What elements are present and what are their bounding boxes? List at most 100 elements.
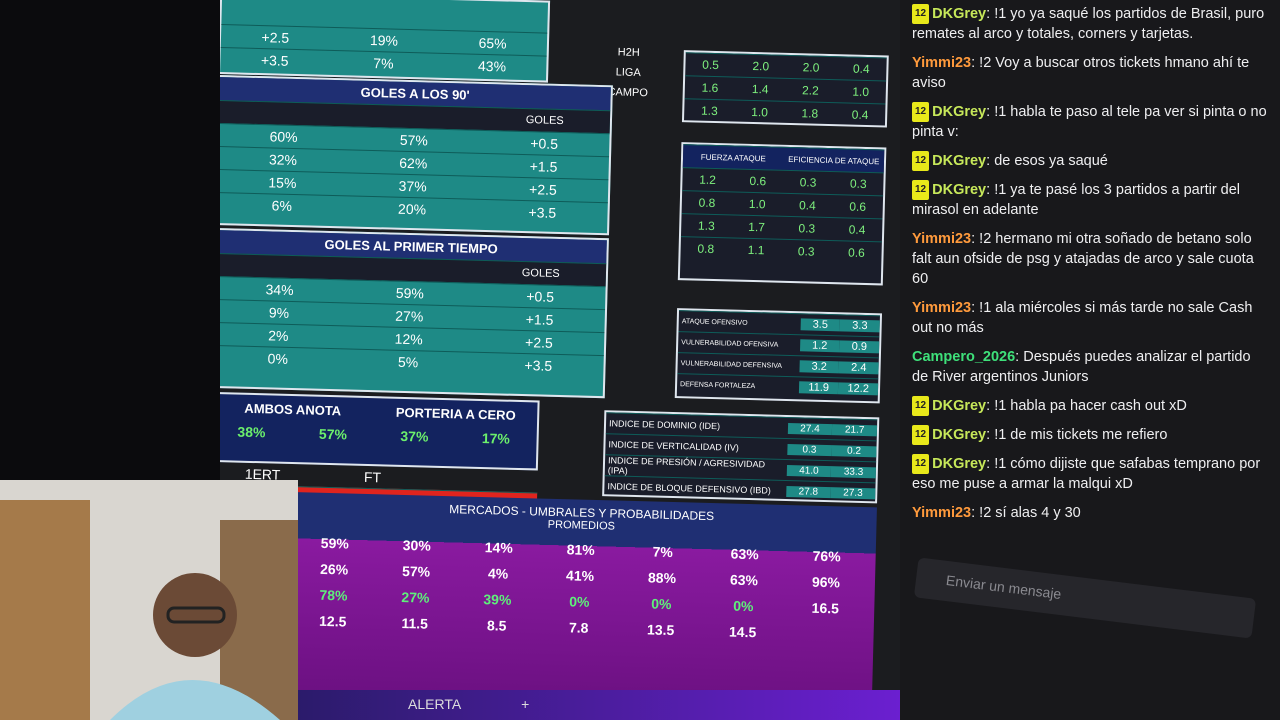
sheet-tab: ALERTA <box>408 696 462 712</box>
cell: 5% <box>397 353 419 371</box>
cell <box>220 112 349 115</box>
cell: 2.0 <box>752 58 770 74</box>
chat-message: 12 DKGrey: !1 de mis tickets me refiero <box>912 425 1268 445</box>
cell: EFICIENCIA DE ATAQUE <box>788 154 880 166</box>
market-value: 96% <box>811 573 841 591</box>
index-label: INDICE DE BLOQUE DEFENSIVO (IBD) <box>607 481 772 496</box>
cell: 1.7 <box>748 219 766 235</box>
metrics-panel: ATAQUE OFENSIVO 3.5 3.3 VULNERABILIDAD OFEN… <box>674 308 883 404</box>
colon: : <box>986 182 995 198</box>
colon: : <box>986 153 995 169</box>
market-value: 88% <box>647 569 677 587</box>
colon: : <box>971 505 980 521</box>
cell: 59% <box>395 284 425 302</box>
chat-message: Yimmi23: !1 ala miércoles si más tarde n… <box>912 298 1268 338</box>
cell: +2.5 <box>528 181 557 198</box>
cell: +1.5 <box>525 311 554 328</box>
market-value: 8.5 <box>486 617 507 634</box>
cell: 37% <box>398 177 427 195</box>
cell: 41.0 <box>786 464 832 477</box>
badge: 12 <box>912 151 930 171</box>
market-value: 57% <box>401 562 431 580</box>
score-title: AMBOS ANOTA <box>244 400 342 419</box>
market-value: 78% <box>319 586 348 604</box>
cell: +1.5 <box>529 158 558 175</box>
indices-panel: INDICE DE DOMINIO (IDE) 27.4 21.7 INDICE DE… <box>602 410 880 504</box>
cell: 60% <box>269 128 298 146</box>
market-value: 39% <box>483 591 512 608</box>
index-label: INDICE DE VERTICALIDAD (IV) <box>608 439 739 453</box>
row: 1.3 1.0 1.8 0.4 <box>683 98 886 127</box>
chat-message: 12 DKGrey: !1 habla te paso al tele pa ve… <box>912 102 1268 142</box>
header-label: GOLES <box>525 114 564 128</box>
cell: 34% <box>265 281 294 299</box>
market-value: 0% <box>732 597 754 615</box>
cell: 0.8 <box>697 241 715 257</box>
message-text: !1 yo ya saqué los partidos de Brasil, p… <box>912 6 1265 42</box>
market-value: 14.5 <box>728 623 757 641</box>
market-value: 11.5 <box>401 614 429 632</box>
market-value: 0% <box>651 595 672 613</box>
market-value: 30% <box>402 536 432 554</box>
market-value: 14% <box>484 539 513 556</box>
cell: 12% <box>394 330 423 348</box>
sheet-tab: + <box>521 696 530 712</box>
chat-message: Yimmi23: !2 hermano mi otra soñado de be… <box>912 229 1268 289</box>
glasses <box>166 606 226 624</box>
market-value: 63% <box>729 571 759 589</box>
cell: 27.3 <box>830 486 876 499</box>
goals-panel: GOLES A LOS 90' GOLES 60% 57% +0.5 32% 62% +1.5… <box>220 74 613 236</box>
cell: 27.8 <box>785 485 831 498</box>
markets-panel: MERCADOS - UMBRALES Y PROBABILIDADES PROM… <box>281 491 877 718</box>
shelf <box>0 500 90 720</box>
colon: : <box>986 6 995 22</box>
cell: FUERZA ATAQUE <box>700 152 766 163</box>
cell: 0% <box>267 350 289 367</box>
badge: 12 <box>912 102 930 122</box>
market-value: 26% <box>319 560 349 578</box>
cell: 57% <box>399 131 429 149</box>
chat-message: Campero_2026: Después puedes analizar el… <box>912 347 1268 387</box>
colon: : <box>1015 349 1024 365</box>
cell: +3.5 <box>260 52 289 69</box>
market-value: 16.5 <box>811 599 840 617</box>
cell: 65% <box>478 34 507 52</box>
chat-message: 12 DKGrey: de esos ya saqué <box>912 151 1268 171</box>
recent-table: 0.5 2.0 2.0 0.4 1.6 1.4 2.2 1.0 1.3 1.0 1.8 0.4 <box>681 50 889 128</box>
cell: 1.0 <box>852 84 870 100</box>
cell: +3.5 <box>524 357 553 374</box>
cell: FT <box>363 468 382 486</box>
market-value: 59% <box>320 534 350 552</box>
market-value: 13.5 <box>646 621 675 639</box>
score-away: 17% <box>481 430 511 447</box>
cell: 32% <box>268 151 298 169</box>
message-text: !2 Voy a buscar otros tickets hmano ahí … <box>912 55 1250 91</box>
cell: 7% <box>373 55 394 72</box>
header-label: GOLES <box>521 266 560 280</box>
chat-message: 12 DKGrey: !1 cómo dijiste que safabas te… <box>912 454 1268 494</box>
score-row: 38% 57% <box>220 423 374 443</box>
message-text: !1 ya te pasé los 3 partidos a partir de… <box>912 182 1241 218</box>
sheet-content: +2.5 19% 65% +3.5 7% 43% H2H LIGA CAMPO GOLES A L… <box>220 0 900 720</box>
cell: 27.4 <box>787 422 833 435</box>
username: DKGrey <box>932 456 987 472</box>
cell: 2% <box>268 327 289 344</box>
cell: 1.8 <box>801 106 819 121</box>
cell: 1.4 <box>751 81 769 97</box>
cell <box>428 479 538 482</box>
market-value: 4% <box>487 565 509 582</box>
cell: 0.3 <box>799 175 817 190</box>
attack-panel: FUERZA ATAQUE EFICIENCIA DE ATAQUE 1.2 0.6 0… <box>677 142 887 286</box>
cell: 43% <box>477 57 507 75</box>
cell: 0.3 <box>797 244 815 259</box>
webcam <box>0 480 298 720</box>
cell: 0.9 <box>839 340 880 354</box>
side-label: H2H <box>617 46 640 60</box>
goals-panel: GOLES AL PRIMER TIEMPO GOLES 34% 59% +0.5 9% 2… <box>220 227 609 399</box>
message-text: !2 hermano mi otra soñado de betano solo… <box>912 231 1254 287</box>
cell: 27% <box>395 307 424 325</box>
cell: +3.5 <box>528 204 557 221</box>
market-value: 76% <box>812 547 841 565</box>
badge: 12 <box>912 4 930 24</box>
username: Yimmi23 <box>912 55 972 71</box>
